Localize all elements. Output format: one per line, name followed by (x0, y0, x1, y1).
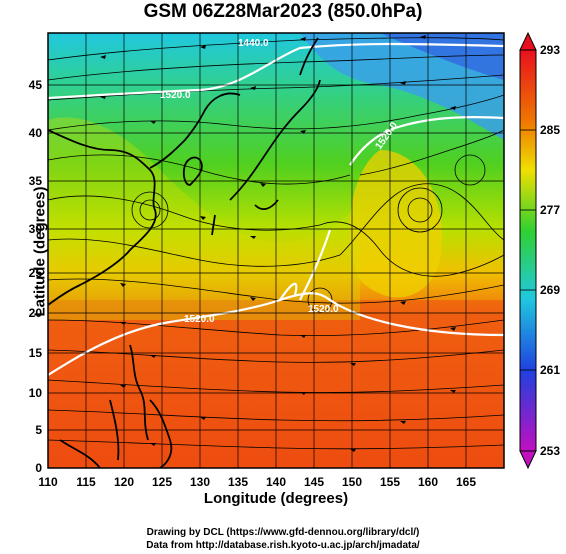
lon-tick: 145 (304, 475, 324, 489)
colorbar-label: 261 (540, 363, 560, 377)
colorbar: 293 285 277 269 261 253 (519, 31, 560, 470)
lat-tick: 5 (35, 423, 42, 437)
colorbar-label: 277 (540, 203, 560, 217)
colorbar-min-arrow (519, 450, 537, 470)
lon-tick: 165 (456, 475, 476, 489)
contour-label: 1520.0 (308, 304, 339, 315)
lat-tick: 10 (29, 386, 43, 400)
colorbar-max-arrow (519, 31, 537, 51)
lat-tick: 45 (29, 78, 43, 92)
lat-tick: 0 (35, 461, 42, 475)
lat-tick: 35 (29, 174, 43, 188)
lon-tick: 155 (380, 475, 400, 489)
credit-line-data: Data from http://database.rish.kyoto-u.a… (146, 540, 420, 551)
chart-title: GSM 06Z28Mar2023 (850.0hPa) (143, 1, 423, 22)
colorbar-label: 269 (540, 283, 560, 297)
lat-tick: 25 (29, 266, 43, 280)
lat-tick: 40 (29, 126, 43, 140)
x-axis-label: Longitude (degrees) (203, 490, 349, 507)
y-axis-label: Latitude (degrees) (31, 186, 49, 317)
lon-tick: 125 (152, 475, 172, 489)
lat-tick: 20 (29, 306, 43, 320)
lon-tick: 115 (76, 475, 96, 489)
longitude-ticks: 110 115 120 125 130 135 140 145 150 155 … (38, 475, 476, 489)
colorbar-label: 285 (540, 123, 560, 137)
colorbar-scale (519, 49, 537, 452)
lon-tick: 110 (38, 475, 58, 489)
lat-tick: 30 (29, 222, 43, 236)
lat-lon-grid (48, 33, 504, 468)
wind-streamlines (48, 37, 504, 450)
contour-label: 1520.0 (160, 90, 191, 101)
lat-tick: 15 (29, 346, 43, 360)
lon-tick: 120 (114, 475, 134, 489)
lon-tick: 140 (266, 475, 286, 489)
map-frame (47, 32, 505, 469)
lon-tick: 130 (190, 475, 210, 489)
contour-label: 1520.0 (184, 314, 215, 325)
credit-line-dcl: Drawing by DCL (https://www.gfd-dennou.o… (146, 527, 420, 538)
wind-arrows (100, 35, 456, 452)
lon-tick: 150 (342, 475, 362, 489)
lon-tick: 135 (228, 475, 248, 489)
colorbar-label: 253 (540, 444, 560, 458)
lon-tick: 160 (418, 475, 438, 489)
height-contours (48, 42, 504, 376)
colorbar-label: 293 (540, 43, 560, 57)
contour-label: 1440.0 (238, 38, 269, 49)
latitude-ticks: 0 5 10 15 20 25 30 35 40 45 (29, 78, 43, 475)
